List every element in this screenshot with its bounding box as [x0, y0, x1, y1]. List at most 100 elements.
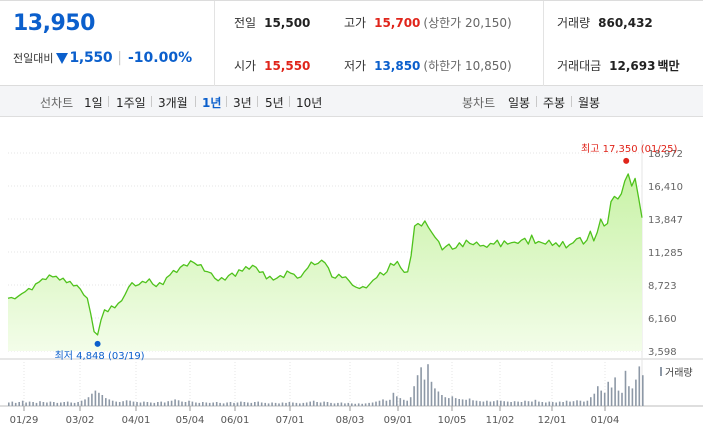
tab-candle-daily[interactable]: 일봉: [508, 96, 531, 110]
volume-bar: [292, 402, 294, 406]
volume-bar: [271, 402, 273, 406]
volume-bar: [396, 396, 398, 406]
divider: [195, 96, 196, 107]
volume-bar: [305, 402, 308, 406]
volume-bar: [441, 395, 443, 406]
volume-bar: [638, 366, 641, 406]
x-tick-label: 12/01: [538, 415, 567, 426]
open-label: 시가: [234, 59, 257, 73]
tab-period-1d[interactable]: 1일: [84, 96, 103, 110]
volume-bar: [437, 391, 440, 406]
tab-period-3m[interactable]: 3개월: [158, 96, 188, 110]
volume-bar: [551, 402, 554, 406]
volume-bar: [565, 400, 568, 406]
volume-bar: [60, 402, 62, 406]
tab-candle-weekly[interactable]: 주봉: [543, 96, 566, 110]
volume-bar: [32, 402, 34, 406]
trade-value-stat: 거래대금 12,693 백만: [557, 57, 680, 74]
volume-bar: [406, 400, 408, 406]
volume-bar: [621, 392, 623, 406]
volume-bar: [524, 400, 526, 406]
volume-bar: [125, 400, 128, 406]
volume-bar: [14, 402, 17, 406]
volume-bar: [226, 402, 228, 406]
min-annotation: 최저 4,848 (03/19): [55, 350, 145, 362]
volume-bar: [260, 402, 263, 406]
volume-bar: [35, 402, 38, 406]
volume-bar: [174, 399, 176, 406]
volume-bar: [597, 386, 599, 406]
volume-bar: [354, 403, 356, 406]
volume-bar: [56, 402, 59, 406]
tab-period-10y[interactable]: 10년: [296, 96, 323, 110]
volume-bar: [590, 397, 592, 406]
volume-bar: [392, 392, 395, 406]
volume-bar: [170, 400, 173, 406]
volume-bar: [600, 390, 602, 406]
tab-period-1y[interactable]: 1년: [202, 96, 222, 110]
volume-bar: [416, 375, 419, 406]
volume-bar: [326, 402, 329, 406]
volume-bar: [208, 402, 211, 406]
volume-bar: [184, 402, 187, 406]
volume-bar: [451, 396, 454, 406]
change-percent: -10.00%: [128, 50, 193, 66]
y-tick-label: 18,972: [648, 149, 683, 160]
volume-bar: [240, 401, 242, 406]
trade-value-label: 거래대금: [557, 59, 602, 73]
volume-bar: [448, 398, 450, 406]
volume-bar: [299, 403, 301, 406]
x-tick-label: 03/02: [66, 415, 95, 426]
volume-bar: [375, 401, 377, 406]
divider: |: [117, 50, 122, 66]
volume-bar: [87, 397, 90, 406]
volume-bar: [617, 390, 620, 406]
high-value: 15,700: [374, 16, 421, 30]
chart-toolbar: 선차트 1일 1주일 3개월 1년 3년 5년 10년 봉차트 일봉 주봉 월봉: [0, 86, 703, 117]
volume-bar: [295, 402, 298, 406]
volume-bar: [454, 398, 457, 406]
volume-bar: [496, 400, 499, 406]
volume-bar: [475, 400, 478, 406]
volume-bar: [500, 400, 502, 406]
tab-candle-monthly[interactable]: 월봉: [578, 96, 601, 110]
volume-bar: [66, 401, 69, 406]
volume-bar: [385, 400, 388, 406]
volume-bar: [136, 402, 138, 406]
low-label: 저가: [344, 59, 367, 73]
tab-period-3y[interactable]: 3년: [233, 96, 252, 110]
volume-bar: [143, 401, 145, 406]
tab-period-1w[interactable]: 1주일: [116, 96, 146, 110]
volume-bar: [233, 402, 235, 406]
prev-close-label: 전일: [234, 16, 257, 30]
volume-bar: [222, 403, 225, 406]
volume-bar: [77, 402, 79, 406]
tab-period-5y[interactable]: 5년: [265, 96, 284, 110]
volume-bar: [236, 402, 239, 406]
max-marker: [623, 157, 630, 164]
price-change: 전일대비 1,550 | -10.00%: [13, 50, 192, 66]
x-tick-label: 01/29: [10, 415, 39, 426]
volume-bar: [430, 381, 433, 406]
volume-bar: [364, 403, 367, 406]
volume-bar: [569, 401, 571, 406]
divider: [289, 96, 290, 107]
volume-bar: [46, 402, 48, 406]
price-chart[interactable]: 18,972 16,410 13,847 11,285 8,723 6,160 3,598 0…: [0, 140, 703, 437]
divider: [543, 1, 544, 86]
volume-bar: [503, 401, 505, 406]
volume-bar: [73, 402, 76, 406]
volume-bar: [254, 402, 256, 406]
volume-bar: [340, 402, 343, 406]
y-tick-label: 8,723: [648, 281, 677, 292]
volume-bar: [91, 393, 93, 406]
volume-bar: [167, 401, 169, 406]
min-marker: [94, 340, 101, 347]
volume-bar: [465, 399, 467, 406]
price-line: [7, 173, 643, 336]
volume-bar: [139, 402, 142, 406]
volume-label: 거래량: [557, 16, 591, 30]
trade-value-unit: 백만: [657, 59, 680, 73]
volume-bar: [576, 400, 578, 406]
volume-bar: [28, 401, 31, 406]
